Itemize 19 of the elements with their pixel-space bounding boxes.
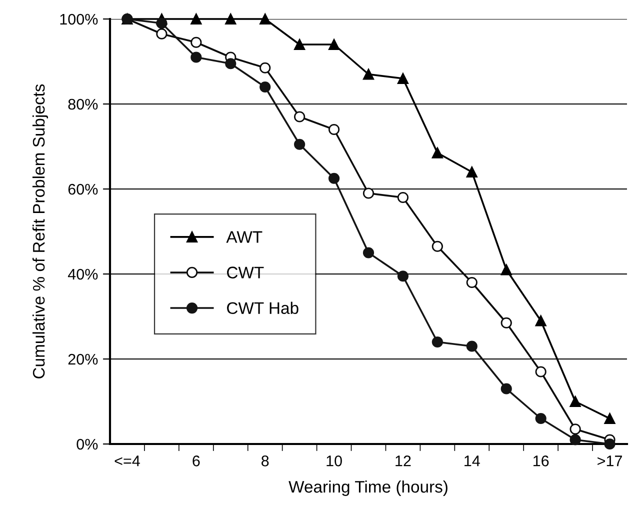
y-tick-label: 60% (68, 184, 98, 195)
x-tick-label: >17 (598, 456, 622, 466)
x-tick-label: 12 (396, 456, 411, 466)
legend-label: CWT (227, 266, 264, 278)
y-tick-label: 0% (76, 438, 98, 450)
y-tick-label: 20% (68, 354, 98, 365)
x-tick-label: 16 (534, 456, 549, 466)
x-tick-label: 14 (464, 456, 480, 466)
x-axis-title: Wearing Time (hours) (288, 480, 448, 496)
x-tick-label: <=4 (114, 456, 140, 466)
legend-label: CWT Hab (227, 302, 298, 314)
y-axis-title: Cumulative % of Refit Problem Subjects (32, 84, 48, 378)
y-tick-label: 80% (68, 98, 98, 110)
y-tick-label: 100% (60, 14, 98, 25)
x-tick-label: 10 (326, 456, 342, 466)
x-tick-label: 8 (262, 456, 269, 466)
x-tick-label: 6 (192, 456, 200, 466)
y-tick-label: 40% (68, 268, 98, 280)
legend-label: AWT (226, 231, 262, 243)
